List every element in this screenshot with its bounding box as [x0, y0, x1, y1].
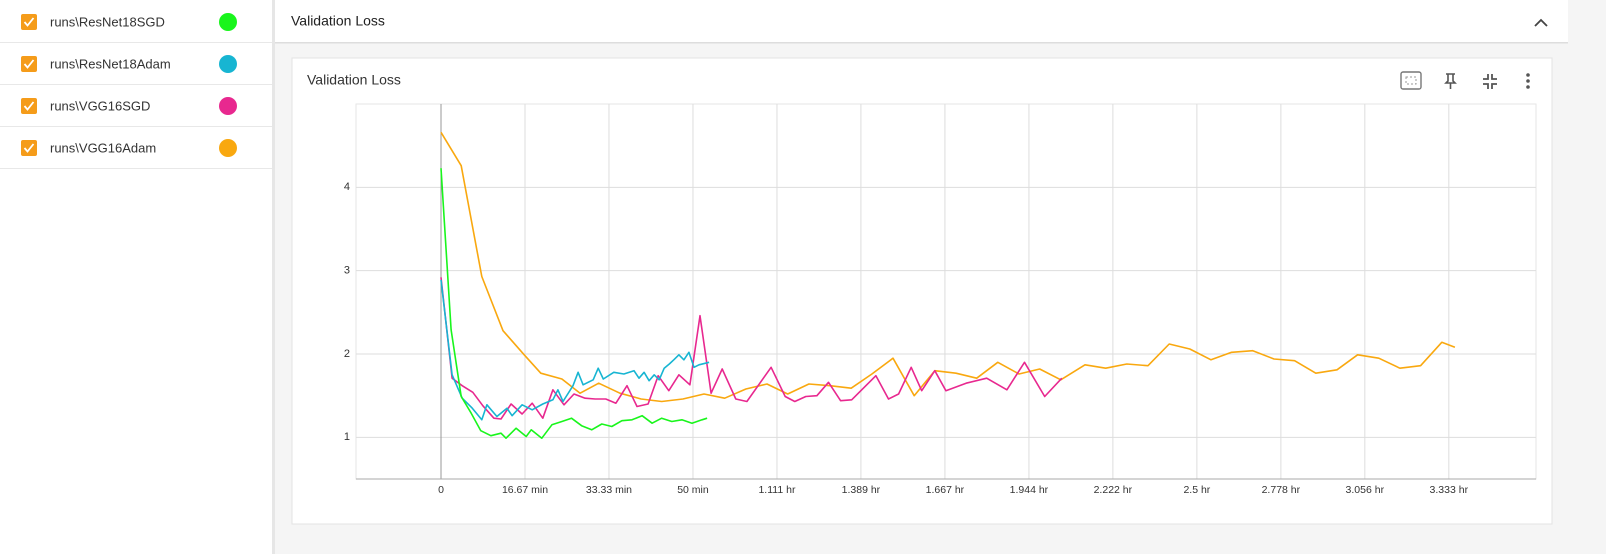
- section-title: Validation Loss: [291, 13, 385, 29]
- checkbox[interactable]: [21, 56, 37, 72]
- checkmark: [23, 101, 35, 111]
- run-color[interactable]: [219, 13, 237, 31]
- run-color[interactable]: [219, 55, 237, 73]
- x-tick-label: 3.056 hr: [1346, 484, 1385, 496]
- checkmark: [23, 59, 35, 69]
- x-tick-label: 0: [438, 484, 444, 496]
- y-tick-label: 3: [344, 265, 350, 277]
- sidebar: [0, 0, 272, 554]
- chart-card: [291, 57, 1553, 525]
- chart-title: Validation Loss: [307, 72, 401, 88]
- series-line: [440, 279, 710, 421]
- run-list: runs\ResNet18SGD runs\ResNet18Adam runs\VG…: [0, 13, 272, 169]
- run-color[interactable]: [219, 97, 237, 115]
- row-divider: [0, 168, 272, 169]
- x-tick-label: 2.778 hr: [1262, 484, 1301, 496]
- section-header[interactable]: [275, 0, 1568, 42]
- y-tick-label: 4: [344, 181, 350, 193]
- pin-icon[interactable]: [1444, 73, 1457, 89]
- row-divider: [0, 84, 272, 85]
- series-line: [440, 277, 1063, 420]
- collapse-chart-icon[interactable]: [1483, 74, 1497, 89]
- header-shadow: [275, 42, 1568, 44]
- run-name: runs\VGG16Adam: [50, 140, 156, 155]
- x-tick-label: 1.667 hr: [926, 484, 965, 496]
- x-tick-label: 2.222 hr: [1094, 484, 1133, 496]
- run-name: runs\VGG16SGD: [50, 98, 150, 113]
- plot: 1 2 3 4 0 16.67 min 33.33 min 50 min 1.111 hr 1.3…: [344, 103, 1537, 496]
- checkbox[interactable]: [21, 14, 37, 30]
- y-tick-label: 2: [344, 348, 350, 360]
- collapse-icon[interactable]: [1534, 18, 1548, 27]
- checkmark: [23, 143, 35, 153]
- sidebar-border: [272, 0, 275, 554]
- checkmark: [23, 17, 35, 27]
- run-name: runs\ResNet18Adam: [50, 56, 171, 71]
- x-tick-label: 1.111 hr: [758, 484, 795, 496]
- x-tick-label: 2.5 hr: [1183, 484, 1210, 496]
- x-tick-label: 1.944 hr: [1010, 484, 1049, 496]
- x-tick-label: 1.389 hr: [842, 484, 881, 496]
- checkbox[interactable]: [21, 140, 37, 156]
- menu-icon[interactable]: [1526, 73, 1530, 89]
- x-tick-label: 50 min: [677, 484, 709, 496]
- checkbox[interactable]: [21, 98, 37, 114]
- series-line: [440, 131, 1456, 403]
- row-divider: [0, 42, 272, 43]
- fit-icon[interactable]: [1400, 71, 1422, 90]
- run-name: runs\ResNet18SGD: [50, 14, 165, 29]
- row-divider: [0, 126, 272, 127]
- series-line: [440, 168, 708, 439]
- x-tick-label: 16.67 min: [502, 484, 548, 496]
- x-tick-label: 33.33 min: [586, 484, 632, 496]
- run-color[interactable]: [219, 139, 237, 157]
- x-tick-label: 3.333 hr: [1430, 484, 1469, 496]
- y-tick-label: 1: [344, 431, 350, 443]
